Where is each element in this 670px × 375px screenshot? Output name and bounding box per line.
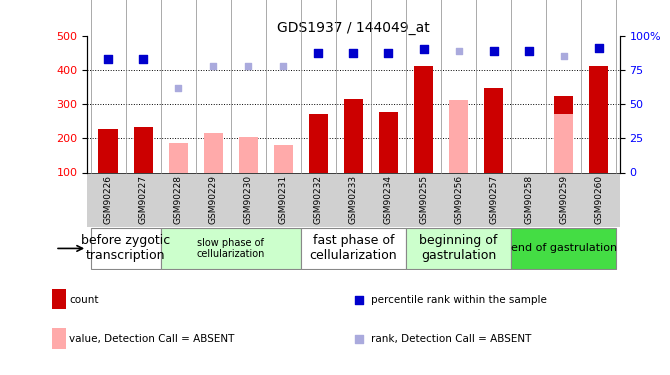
Bar [52,289,66,309]
Text: beginning of
gastrulation: beginning of gastrulation [419,234,498,262]
Bar [169,143,188,172]
Bar [511,228,616,269]
Point [103,56,113,62]
Point [173,85,184,91]
Bar [554,96,574,172]
Bar [204,133,223,172]
Bar [344,99,363,172]
Point [208,63,218,69]
Bar [161,228,301,269]
Point [348,50,359,56]
Bar [301,228,406,269]
Bar [239,136,258,172]
Point [594,45,604,51]
Text: value, Detection Call = ABSENT: value, Detection Call = ABSENT [69,334,234,344]
Point [523,48,534,54]
Bar [589,66,608,172]
Point [313,50,324,56]
Bar [90,228,161,269]
Text: count: count [69,295,98,305]
Text: fast phase of
cellularization: fast phase of cellularization [310,234,397,262]
Point [278,63,289,69]
Point [418,46,429,53]
Bar [406,228,511,269]
Bar [133,128,153,172]
Bar [484,88,503,172]
Bar [98,129,118,172]
Bar [554,114,574,172]
Bar [379,112,398,172]
Text: end of gastrulation: end of gastrulation [511,243,617,254]
Text: rank, Detection Call = ABSENT: rank, Detection Call = ABSENT [371,334,531,344]
Point [488,48,499,54]
Bar [414,66,433,172]
Bar [274,145,293,172]
Point [558,53,569,59]
Title: GDS1937 / 144049_at: GDS1937 / 144049_at [277,21,429,34]
Bar [52,328,66,349]
Point [138,56,149,62]
Point [383,50,394,56]
Point [453,48,464,54]
Point [243,63,254,69]
Text: slow phase of
cellularization: slow phase of cellularization [196,238,265,259]
Text: percentile rank within the sample: percentile rank within the sample [371,295,547,305]
Bar [309,114,328,172]
Bar [449,100,468,172]
Text: before zygotic
transcription: before zygotic transcription [81,234,170,262]
